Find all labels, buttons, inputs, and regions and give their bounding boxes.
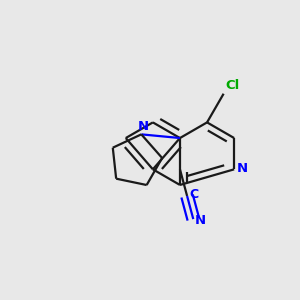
- Text: C: C: [189, 188, 198, 201]
- Text: Cl: Cl: [226, 79, 240, 92]
- Text: N: N: [138, 120, 149, 133]
- Text: N: N: [194, 214, 206, 227]
- Text: N: N: [237, 162, 248, 175]
